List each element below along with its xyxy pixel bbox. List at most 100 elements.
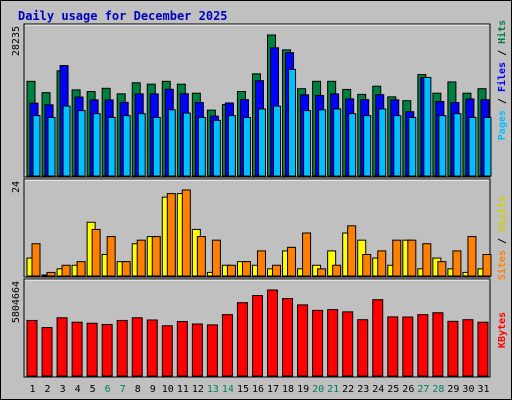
bar-sites [422,243,432,277]
bar-pages [408,116,417,177]
y-max-label: 28235 [11,26,22,56]
y-max-label: 24 [11,181,22,193]
bar-sites [151,236,161,277]
bar-sites [272,264,282,277]
bar-kbytes [282,298,294,377]
bar-sites [211,239,221,277]
bar-kbytes [447,320,459,377]
bar-kbytes [26,319,38,377]
bar-sites [31,243,41,277]
x-tick-label: 15 [237,384,249,395]
bar-pages [227,115,236,177]
bar-sites [256,250,266,277]
bar-sites [392,239,402,277]
bar-kbytes [417,314,429,377]
bar-sites [482,254,492,277]
x-tick-label: 1 [30,384,36,395]
legend-kbytes: KBytes [497,312,508,348]
bar-kbytes [206,324,218,377]
bar-pages [363,115,372,177]
x-tick-label: 6 [105,384,111,395]
bar-kbytes [477,321,489,377]
bar-pages [288,68,297,177]
x-tick-label: 7 [120,384,126,395]
bar-kbytes [387,316,399,377]
bar-kbytes [312,309,324,377]
bar-kbytes [372,299,384,377]
bar-pages [122,115,131,177]
bar-pages [182,112,191,177]
bar-kbytes [161,325,173,377]
bar-sites [377,250,387,277]
x-tick-label: 8 [135,384,141,395]
x-tick-label: 27 [417,384,429,395]
bar-pages [107,116,116,177]
x-tick-label: 21 [327,384,339,395]
x-tick-label: 13 [207,384,219,395]
bar-kbytes [462,319,474,377]
bar-kbytes [236,302,248,377]
bar-sites [347,225,357,277]
bar-pages [137,113,146,177]
bar-sites [106,236,116,277]
bar-sites [226,264,236,277]
x-tick-label: 22 [342,384,354,395]
bar-sites [181,189,191,277]
bar-pages [318,109,327,177]
x-tick-label: 12 [192,384,204,395]
legend-hits-files-pages: Pages / Files / Hits [496,20,508,140]
x-tick-label: 11 [177,384,189,395]
x-tick-label: 26 [402,384,414,395]
bar-sites [46,271,56,277]
bar-pages [393,115,402,177]
bar-sites [302,232,312,277]
bar-kbytes [146,319,158,377]
bar-pages [333,108,342,177]
bar-pages [62,105,71,177]
bar-pages [197,116,206,177]
y-max-label: 5804664 [11,281,22,323]
bar-kbytes [297,304,309,377]
bar-kbytes [402,316,414,377]
bar-pages [32,115,41,177]
x-tick-label: 14 [222,384,234,395]
bar-sites [452,250,462,277]
bar-pages [423,76,432,177]
bar-kbytes [86,322,98,377]
x-tick-label: 18 [282,384,294,395]
bar-pages [152,116,161,177]
legend-sites-visits: Sites / Visits [496,196,508,280]
x-tick-label: 10 [162,384,174,395]
x-tick-label: 29 [447,384,459,395]
bar-kbytes [432,312,444,377]
bar-sites [121,261,131,277]
x-tick-label: 23 [357,384,369,395]
x-tick-label: 31 [477,384,489,395]
bar-pages [438,115,447,177]
bar-pages [378,108,387,177]
x-tick-label: 2 [45,384,51,395]
bar-sites [76,261,86,277]
bar-sites [136,239,146,277]
bar-kbytes [116,319,128,377]
x-tick-label: 19 [297,384,309,395]
bar-sites [332,264,342,277]
bar-kbytes [41,327,53,377]
bar-pages [257,108,266,177]
bar-kbytes [342,311,354,377]
bar-kbytes [71,321,83,377]
bar-kbytes [357,319,369,377]
bar-sites [91,228,101,277]
bar-pages [167,109,176,177]
bar-visits [327,250,337,277]
bar-kbytes [267,289,279,377]
x-tick-label: 5 [90,384,96,395]
bar-sites [407,239,417,277]
x-tick-label: 9 [150,384,156,395]
bar-pages [242,116,251,177]
bar-sites [241,261,251,277]
chart-title: Daily usage for December 2025 [18,9,228,23]
bar-pages [483,116,492,177]
bar-pages [77,110,86,177]
bar-kbytes [251,295,263,377]
